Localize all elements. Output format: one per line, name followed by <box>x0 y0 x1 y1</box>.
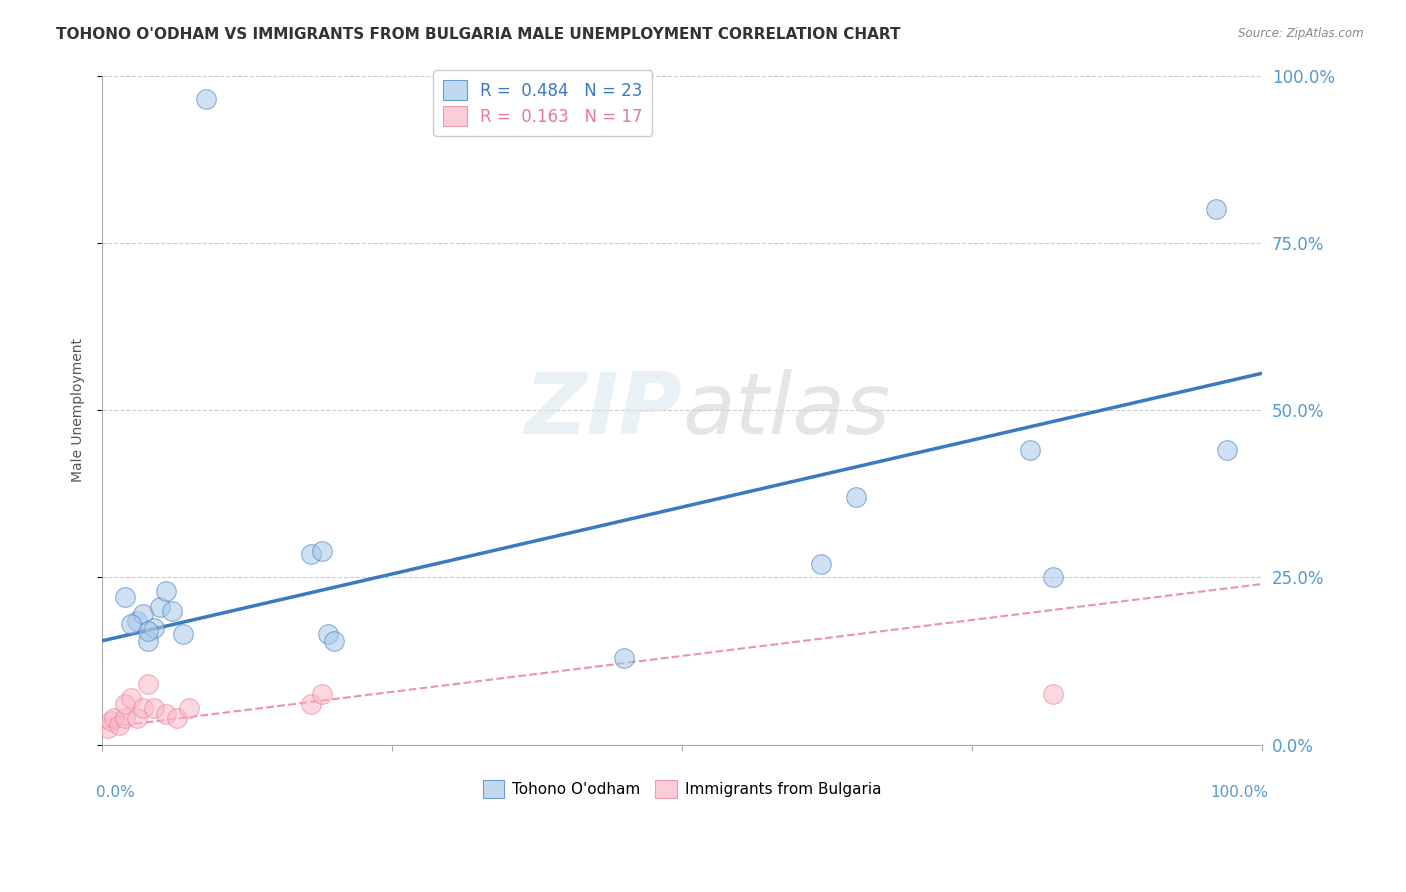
Point <box>311 687 333 701</box>
Point <box>1205 202 1227 217</box>
Text: ZIP: ZIP <box>524 368 682 451</box>
Point <box>136 624 159 638</box>
Point <box>1216 443 1239 458</box>
Point <box>136 633 159 648</box>
Point <box>100 714 122 728</box>
Point <box>195 92 218 106</box>
Y-axis label: Male Unemployment: Male Unemployment <box>72 338 86 482</box>
Point <box>160 604 183 618</box>
Point <box>810 557 832 571</box>
Point <box>845 490 868 504</box>
Legend: Tohono O'odham, Immigrants from Bulgaria: Tohono O'odham, Immigrants from Bulgaria <box>477 774 887 804</box>
Point <box>299 547 322 561</box>
Point <box>1042 687 1064 701</box>
Point <box>1042 570 1064 584</box>
Point <box>120 617 142 632</box>
Point <box>143 700 166 714</box>
Point <box>311 543 333 558</box>
Text: 0.0%: 0.0% <box>96 785 135 800</box>
Point <box>136 677 159 691</box>
Point <box>143 620 166 634</box>
Point <box>613 650 636 665</box>
Point <box>177 700 200 714</box>
Point <box>125 711 148 725</box>
Point <box>114 711 136 725</box>
Text: TOHONO O'ODHAM VS IMMIGRANTS FROM BULGARIA MALE UNEMPLOYMENT CORRELATION CHART: TOHONO O'ODHAM VS IMMIGRANTS FROM BULGAR… <box>56 27 901 42</box>
Point <box>149 600 172 615</box>
Point <box>125 614 148 628</box>
Point <box>155 707 177 722</box>
Point <box>316 627 339 641</box>
Point <box>120 690 142 705</box>
Point <box>114 591 136 605</box>
Point <box>103 711 125 725</box>
Point <box>108 717 131 731</box>
Point <box>323 633 346 648</box>
Point <box>114 698 136 712</box>
Point <box>97 721 120 735</box>
Text: atlas: atlas <box>682 368 890 451</box>
Point <box>299 698 322 712</box>
Point <box>155 583 177 598</box>
Point <box>131 700 153 714</box>
Point <box>1019 443 1042 458</box>
Text: 100.0%: 100.0% <box>1209 785 1268 800</box>
Point <box>166 711 188 725</box>
Point <box>131 607 153 621</box>
Point <box>172 627 194 641</box>
Text: Source: ZipAtlas.com: Source: ZipAtlas.com <box>1239 27 1364 40</box>
